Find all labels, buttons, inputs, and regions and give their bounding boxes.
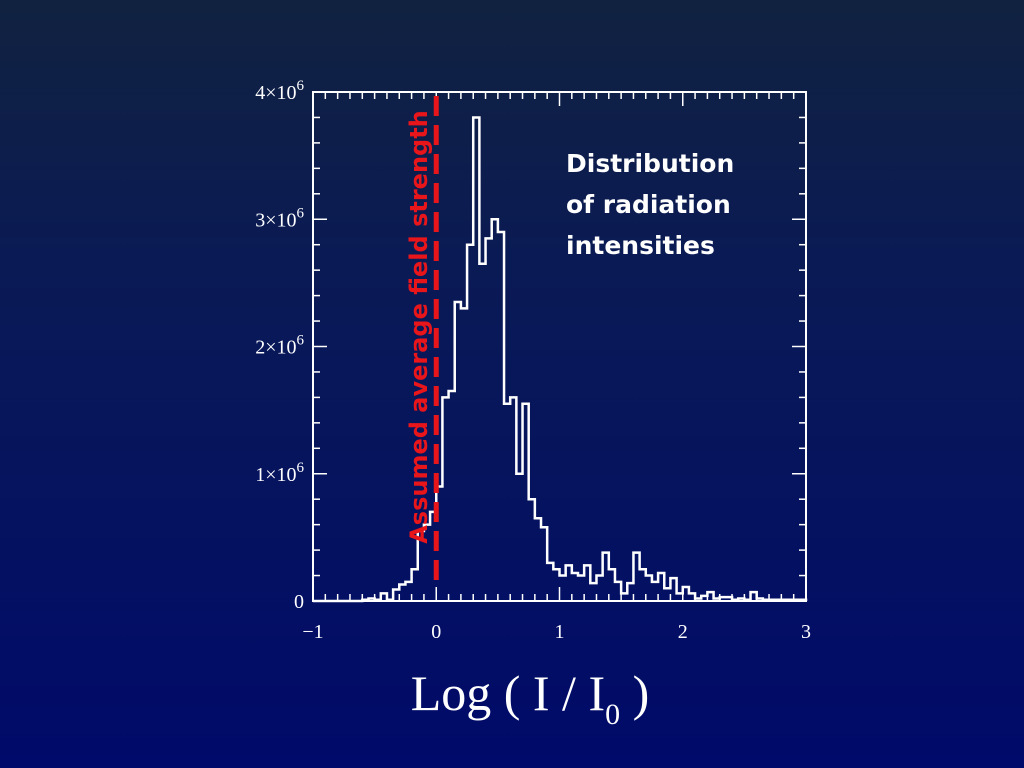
x-tick-label: 3: [801, 621, 811, 643]
histogram-series: [313, 116, 808, 603]
x-axis-label: Log ( I / I0 ): [411, 665, 650, 731]
y-tick-label-base: 3×10: [255, 209, 296, 231]
y-tick-label: 3×106: [255, 205, 304, 231]
x-axis-label-close: ): [620, 665, 649, 721]
plot-frame: [312, 91, 807, 602]
x-tick-label: 1: [555, 621, 565, 643]
x-tick-label: 2: [678, 621, 688, 643]
y-tick-label-base: 0: [294, 591, 304, 613]
annotation-line: intensities: [566, 231, 715, 260]
x-axis-label-subscript: 0: [605, 698, 620, 731]
y-tick-label-exponent: 6: [297, 78, 305, 94]
reference-line-label: Assumed average field strength: [405, 110, 433, 544]
annotation-line: Distribution: [566, 149, 734, 178]
x-axis-label-main: Log ( I / I: [411, 665, 605, 721]
y-tick-label: 0: [294, 591, 304, 613]
y-tick-label-base: 1×10: [255, 464, 296, 486]
y-tick-label-base: 4×10: [255, 82, 296, 104]
y-tick-label-base: 2×10: [255, 337, 296, 359]
y-tick-label-exponent: 6: [297, 205, 305, 221]
y-tick-label: 2×106: [255, 333, 304, 359]
x-tick-label: −1: [302, 621, 323, 643]
y-tick-label-exponent: 6: [297, 460, 305, 476]
y-tick-label: 1×106: [255, 460, 304, 486]
annotation-line: of radiation: [566, 190, 731, 219]
x-tick-labels: −1 0 1 2 3: [302, 621, 811, 643]
x-tick-label: 0: [431, 621, 441, 643]
y-tick-label: 4×106: [255, 78, 304, 104]
distribution-annotation: Distribution of radiation intensities: [566, 149, 743, 260]
y-tick-label-exponent: 6: [297, 333, 305, 349]
